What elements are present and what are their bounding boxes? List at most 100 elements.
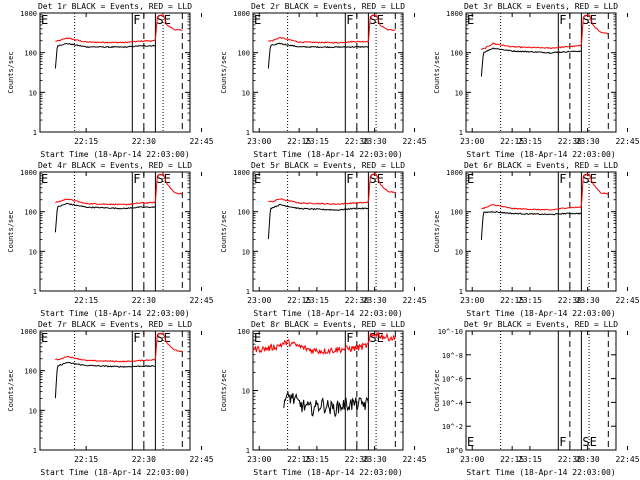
x-tick-label: 23:15: [518, 455, 542, 464]
panel-det-2: Det 2r BLACK = Events, RED = LLD Start Ti…: [220, 2, 600, 159]
x-tick-label: 22:30: [345, 455, 369, 464]
y-tick-label: 100: [24, 209, 37, 217]
region-marker-se: SE: [369, 13, 383, 27]
x-tick-label: 23:00: [247, 137, 271, 146]
panel-det-9: Det 9r BLACK = Events, RED = LLD Start Ti…: [433, 320, 640, 477]
x-axis-label: Start Time (18-Apr-14 22:03:00): [253, 150, 402, 159]
y-tick-label: 10: [455, 248, 463, 256]
panel-det-7: Det 7r BLACK = Events, RED = LLD Start Ti…: [7, 320, 387, 477]
y-tick-label: 10: [455, 89, 463, 97]
panel-det-5: Det 5r BLACK = Events, RED = LLD Start Ti…: [220, 161, 600, 318]
y-tick-label: 1: [33, 447, 37, 455]
region-marker-e: E: [467, 172, 474, 186]
x-tick-label: 22:45: [615, 137, 639, 146]
lld-series-line: [268, 14, 396, 44]
region-marker-f: F: [346, 331, 353, 345]
events-series-line: [480, 47, 582, 77]
y-axis-label: Counts/sec: [7, 369, 15, 411]
x-tick-label: 22:30: [345, 296, 369, 305]
y-axis-label: Counts/sec: [433, 51, 441, 93]
x-tick-label: 22:30: [132, 137, 156, 146]
panel-det-1: Det 1r BLACK = Events, RED = LLD Start Ti…: [7, 2, 387, 159]
x-tick-label: 23:00: [247, 296, 271, 305]
y-tick-label: 10: [29, 407, 37, 415]
y-tick-label: 1: [246, 129, 250, 137]
y-tick-label: 1000: [233, 169, 250, 177]
x-tick-label: 23:00: [460, 296, 484, 305]
events-series-line: [54, 202, 156, 233]
y-tick-label: 10^0: [446, 447, 463, 455]
plot-frame: [465, 330, 617, 451]
y-tick-label: 100: [237, 50, 250, 58]
region-marker-f: F: [346, 172, 353, 186]
y-tick-label: 1000: [233, 10, 250, 18]
x-tick-label: 22:15: [74, 455, 98, 464]
events-series-line: [267, 42, 369, 69]
y-tick-label: 10: [242, 89, 250, 97]
x-tick-label: 22:15: [74, 137, 98, 146]
x-tick-label: 22:30: [132, 455, 156, 464]
y-axis-label: Counts/sec: [7, 210, 15, 252]
x-tick-label: 23:00: [247, 455, 271, 464]
y-axis-label: Counts/sec: [7, 51, 15, 93]
panel-title: Det 6r BLACK = Events, RED = LLD: [464, 161, 618, 170]
events-series-line: [267, 203, 369, 240]
region-marker-e: E: [254, 172, 261, 186]
panel-title: Det 3r BLACK = Events, RED = LLD: [464, 2, 618, 11]
x-tick-label: 22:15: [287, 137, 311, 146]
y-tick-label: 1: [33, 129, 37, 137]
plot-frame: [39, 12, 191, 133]
region-marker-f: F: [559, 172, 566, 186]
events-series-line: [54, 361, 156, 399]
y-tick-label: 10: [29, 89, 37, 97]
x-tick-label: 22:15: [74, 296, 98, 305]
panel-title: Det 2r BLACK = Events, RED = LLD: [251, 2, 405, 11]
x-axis-label: Start Time (18-Apr-14 22:03:00): [253, 309, 402, 318]
panel-title: Det 8r BLACK = Events, RED = LLD: [251, 320, 405, 329]
x-axis-label: Start Time (18-Apr-14 22:03:00): [253, 468, 402, 477]
x-tick-label: 22:45: [189, 137, 213, 146]
region-marker-se: SE: [156, 172, 170, 186]
x-tick-label: 22:45: [402, 296, 426, 305]
events-series-line: [283, 390, 369, 418]
x-axis-label: Start Time (18-Apr-14 22:03:00): [466, 150, 615, 159]
panel-det-6: Det 6r BLACK = Events, RED = LLD Start Ti…: [433, 161, 640, 318]
region-marker-e: E: [41, 172, 48, 186]
y-tick-label: 1: [459, 288, 463, 296]
y-tick-label: 100: [450, 50, 463, 58]
x-tick-label: 22:15: [500, 296, 524, 305]
y-tick-label: 10: [242, 388, 250, 396]
plot-frame: [39, 171, 191, 292]
plot-frame: [252, 12, 404, 133]
lld-series-line: [268, 173, 396, 205]
region-marker-se: SE: [582, 172, 596, 186]
y-tick-label: 1000: [20, 328, 37, 336]
x-tick-label: 23:00: [460, 137, 484, 146]
y-axis-label: Counts/sec: [220, 369, 228, 411]
y-tick-label: 1: [246, 447, 250, 455]
lld-series-line: [481, 14, 609, 51]
plot-frame: [252, 171, 404, 292]
y-tick-label: 10^-8: [442, 352, 463, 360]
y-tick-label: 1: [33, 288, 37, 296]
x-tick-label: 22:45: [615, 296, 639, 305]
region-marker-e: E: [467, 435, 474, 449]
y-tick-label: 1000: [20, 10, 37, 18]
y-tick-label: 1: [459, 129, 463, 137]
y-tick-label: 10: [242, 248, 250, 256]
x-tick-label: 23:15: [518, 296, 542, 305]
region-marker-se: SE: [369, 331, 383, 345]
lld-series-line: [55, 14, 183, 44]
panel-title: Det 9r BLACK = Events, RED = LLD: [464, 320, 618, 329]
y-tick-label: 100: [24, 368, 37, 376]
x-tick-label: 22:45: [189, 296, 213, 305]
y-tick-label: 1000: [446, 10, 463, 18]
lld-series-line: [55, 172, 183, 206]
y-tick-label: 10^-10: [438, 328, 463, 336]
x-axis-label: Start Time (18-Apr-14 22:03:00): [40, 468, 189, 477]
x-tick-label: 22:30: [558, 137, 582, 146]
y-tick-label: 10^-4: [442, 399, 463, 407]
x-tick-label: 23:15: [305, 137, 329, 146]
panel-det-3: Det 3r BLACK = Events, RED = LLD Start Ti…: [433, 2, 640, 159]
panel-det-8: Det 8r BLACK = Events, RED = LLD Start Ti…: [220, 320, 600, 477]
